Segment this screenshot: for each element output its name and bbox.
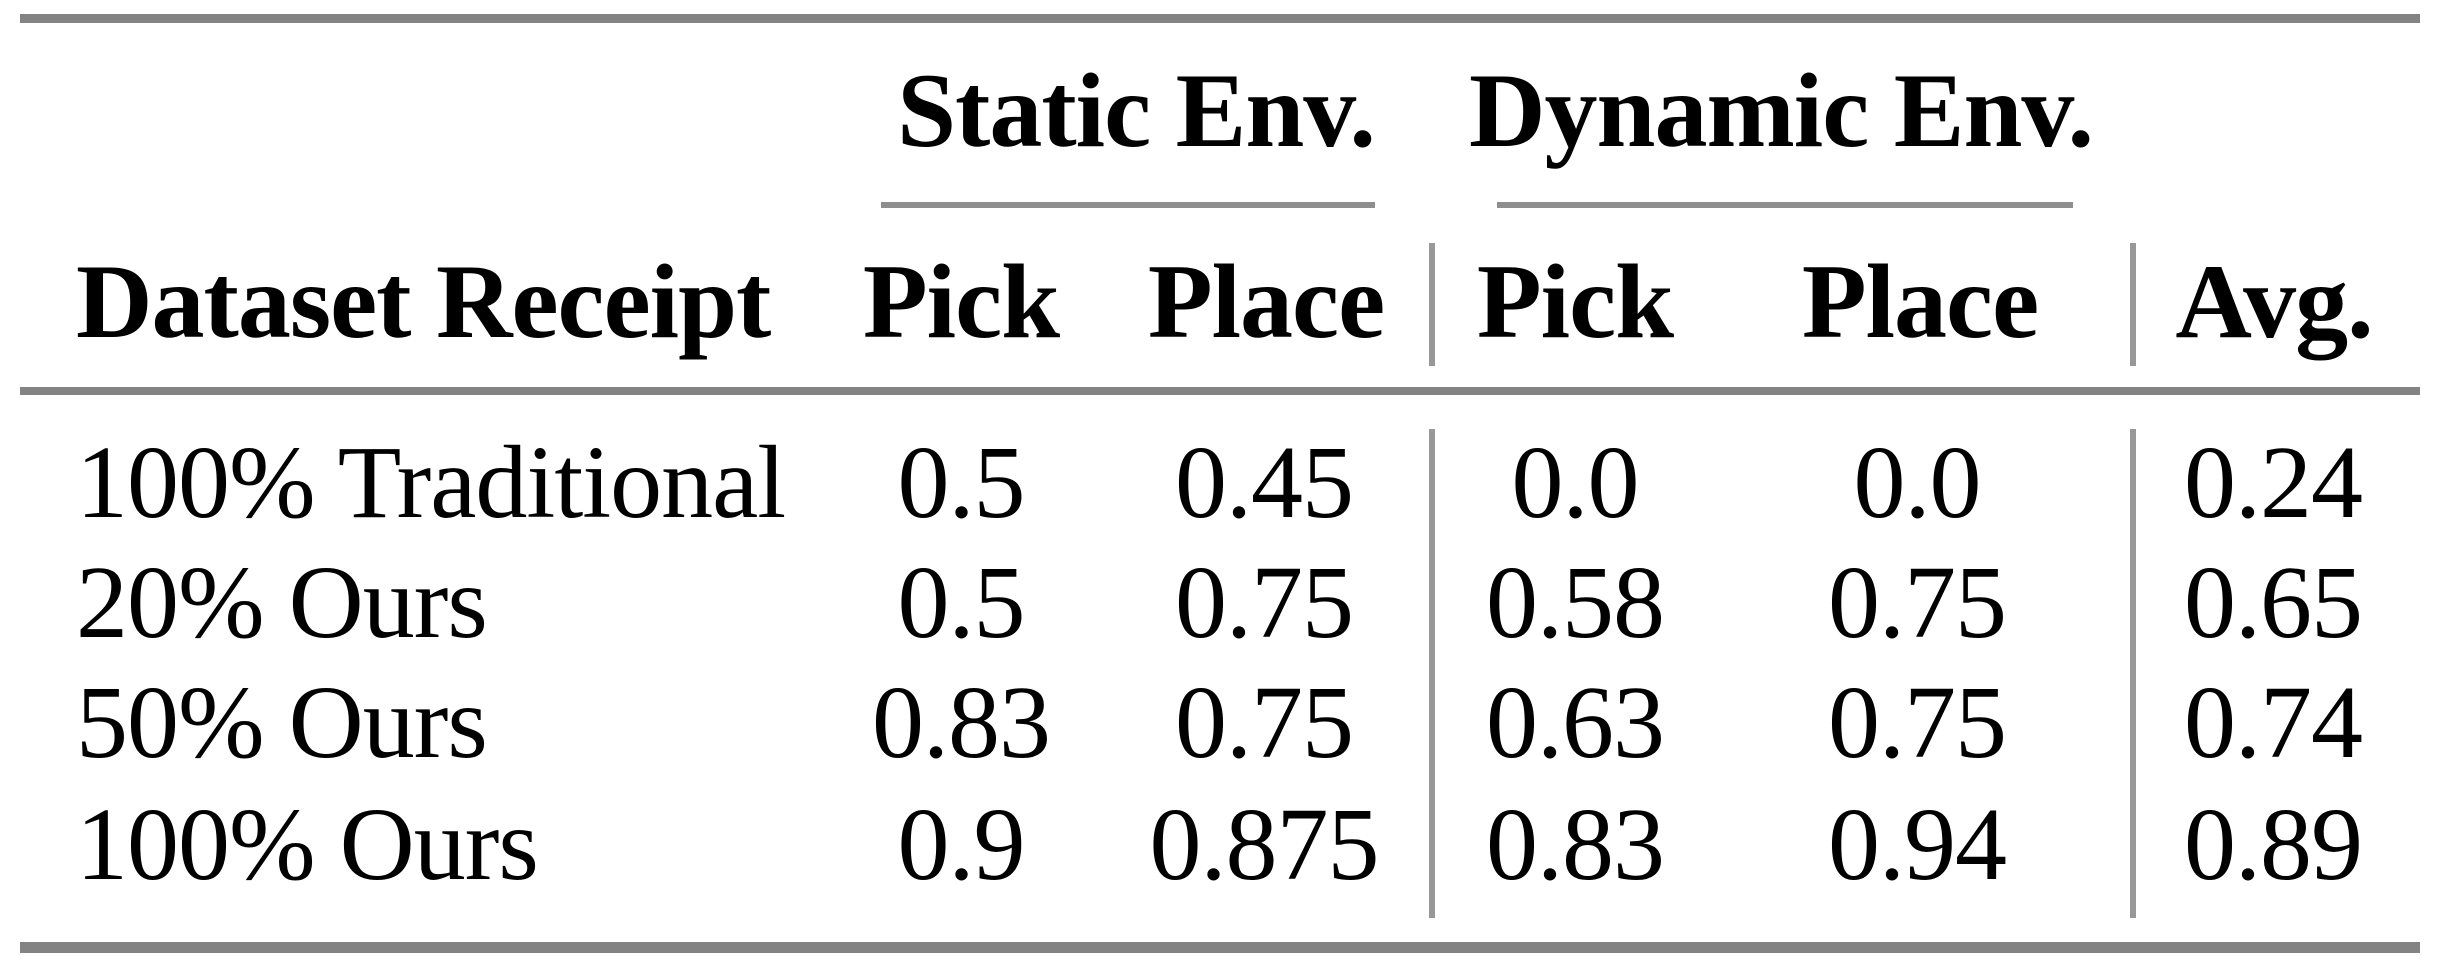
- group-header-dynamic-env: Dynamic Env.: [1468, 52, 2094, 169]
- column-header-dataset-receipt: Dataset Receipt: [76, 243, 771, 360]
- dynamic-env-cmidrule: [1497, 202, 2073, 208]
- cell-dynamic-place: 0.0: [1853, 425, 1982, 540]
- cell-static-place: 0.875: [1149, 787, 1380, 902]
- cell-dynamic-pick: 0.63: [1486, 665, 1665, 780]
- top-rule: [20, 14, 2420, 23]
- cell-dynamic-pick: 0.83: [1486, 787, 1665, 902]
- row-label: 100% Traditional: [76, 425, 786, 540]
- column-header-static-place: Place: [1147, 243, 1385, 360]
- header-separator-rule: [20, 387, 2420, 395]
- vertical-rule-static-dynamic-body: [1429, 429, 1435, 918]
- row-label: 100% Ours: [76, 787, 539, 902]
- cell-dynamic-pick: 0.0: [1511, 425, 1640, 540]
- column-header-static-pick: Pick: [862, 243, 1060, 360]
- cell-static-pick: 0.83: [872, 665, 1051, 780]
- column-header-dynamic-place: Place: [1801, 243, 2039, 360]
- cell-static-pick: 0.9: [897, 787, 1026, 902]
- cell-avg: 0.65: [2184, 545, 2363, 660]
- column-header-dynamic-pick: Pick: [1476, 243, 1674, 360]
- cell-avg: 0.89: [2184, 787, 2363, 902]
- row-label: 50% Ours: [76, 665, 488, 780]
- column-header-avg: Avg.: [2175, 243, 2373, 360]
- cell-dynamic-place: 0.94: [1828, 787, 2007, 902]
- cell-avg: 0.24: [2184, 425, 2363, 540]
- static-env-cmidrule: [881, 202, 1375, 208]
- cell-static-place: 0.45: [1175, 425, 1354, 540]
- vertical-rule-avg-header: [2130, 243, 2136, 366]
- bottom-rule: [20, 942, 2420, 953]
- cell-avg: 0.74: [2184, 665, 2363, 780]
- row-label: 20% Ours: [76, 545, 488, 660]
- cell-static-place: 0.75: [1175, 665, 1354, 780]
- cell-dynamic-place: 0.75: [1828, 545, 2007, 660]
- cell-static-place: 0.75: [1175, 545, 1354, 660]
- cell-dynamic-pick: 0.58: [1486, 545, 1665, 660]
- cell-static-pick: 0.5: [897, 425, 1026, 540]
- cell-dynamic-place: 0.75: [1828, 665, 2007, 780]
- group-header-static-env: Static Env.: [897, 52, 1376, 169]
- vertical-rule-static-dynamic-header: [1429, 243, 1435, 366]
- cell-static-pick: 0.5: [897, 545, 1026, 660]
- vertical-rule-avg-body: [2130, 429, 2136, 918]
